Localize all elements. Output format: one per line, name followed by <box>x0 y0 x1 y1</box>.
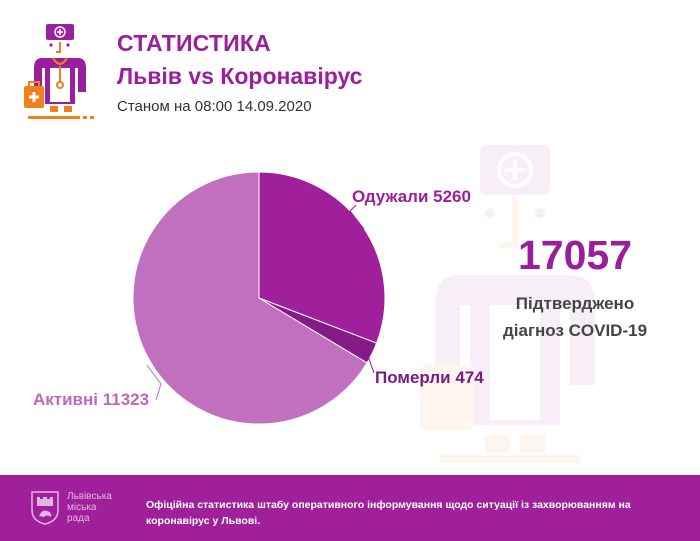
leader-line-recovered <box>349 204 365 230</box>
label-active: Активні 11323 <box>33 390 150 409</box>
label-recovered: Одужали 5260 <box>352 187 471 206</box>
label-died: Померли 474 <box>375 368 484 387</box>
lviv-crest-icon[interactable] <box>30 490 60 526</box>
leader-line-active <box>146 364 162 401</box>
council-name: Львівська міська рада <box>67 491 112 524</box>
total-caption-line2: діагноз COVID-19 <box>502 321 648 340</box>
leader-line-died <box>367 350 375 374</box>
pie-chart <box>132 171 386 425</box>
as-of-date: Станом на 08:00 14.09.2020 <box>117 98 312 115</box>
total-caption: Підтверджено діагноз COVID-19 <box>480 290 670 344</box>
pie-slices <box>132 171 386 425</box>
footer-note: Офіційна статистика штабу оперативного і… <box>146 499 631 527</box>
page-subtitle: Львів vs Коронавірус <box>117 63 363 89</box>
doctor-icon <box>24 24 94 119</box>
doctor-watermark-icon <box>420 145 595 463</box>
total-caption-line1: Підтверджено <box>515 294 635 313</box>
total-confirmed: 17057 <box>517 232 632 278</box>
slice-active[interactable] <box>132 171 368 425</box>
footer: Львівська міська рада Офіційна статистик… <box>0 475 700 541</box>
page-title: СТАТИСТИКА <box>117 30 271 56</box>
